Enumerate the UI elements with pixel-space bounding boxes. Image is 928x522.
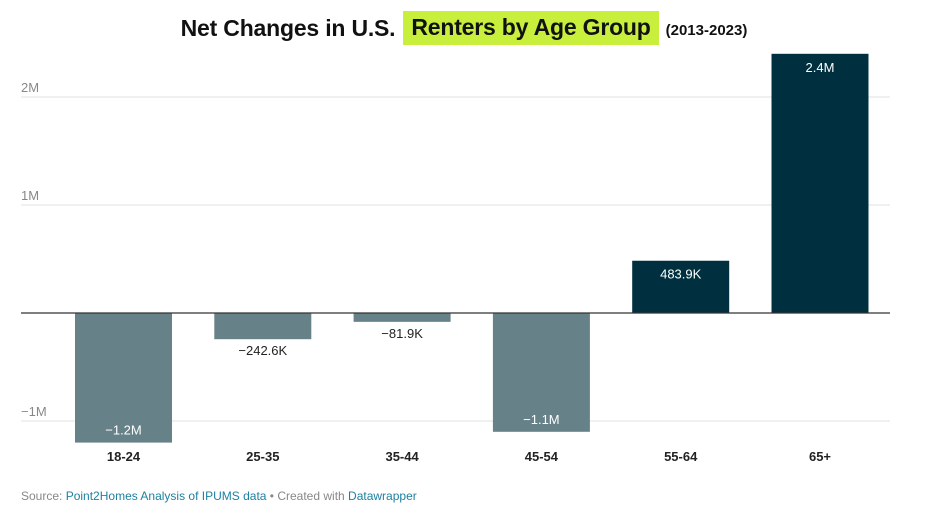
bar-35-44 <box>353 313 451 322</box>
title-main-text: Net Changes in U.S. <box>180 14 396 41</box>
datawrapper-link[interactable]: Datawrapper <box>348 489 417 503</box>
x-tick-label-25-35: 25-35 <box>246 449 279 464</box>
title-subtitle-text: (2013-2023) <box>665 21 748 39</box>
data-label-25-35: −242.6K <box>238 343 287 358</box>
data-label-45-54: −1.1M <box>523 412 560 427</box>
x-tick-label-35-44: 35-44 <box>385 449 419 464</box>
bar-45-54 <box>492 313 590 432</box>
bar-18-24 <box>75 313 172 443</box>
x-tick-label-18-24: 18-24 <box>107 449 141 464</box>
bars <box>75 53 869 443</box>
source-link[interactable]: Point2Homes Analysis of IPUMS data <box>65 489 267 503</box>
data-label-35-44: −81.9K <box>381 326 423 341</box>
y-tick-label-1: 1M <box>21 188 39 203</box>
y-tick-label-0: 2M <box>21 80 39 95</box>
x-tick-label-65+: 65+ <box>809 449 831 464</box>
x-tick-label-55-64: 55-64 <box>664 449 698 464</box>
bar-65+ <box>771 53 869 314</box>
data-label-65+: 2.4M <box>806 60 835 75</box>
chart-title: Net Changes in U.S. Renters by Age Group… <box>0 10 928 46</box>
bar-55-64 <box>632 260 730 313</box>
data-label-18-24: −1.2M <box>105 423 142 438</box>
data-labels: −1.2M −242.6K −81.9K −1.1M 483.9K 2.4M <box>105 60 834 438</box>
bar-25-35 <box>214 313 312 340</box>
title-highlight-text: Renters by Age Group <box>403 11 659 45</box>
x-tick-label-45-54: 45-54 <box>525 449 559 464</box>
x-axis-labels: 18-24 25-35 35-44 45-54 55-64 65+ <box>107 449 832 464</box>
data-label-55-64: 483.9K <box>660 267 702 282</box>
y-tick-label-2: −1M <box>21 404 47 419</box>
created-with-text: • Created with <box>266 489 349 503</box>
source-line: Source: Point2Homes Analysis of IPUMS da… <box>21 489 417 503</box>
source-prefix: Source: <box>21 489 66 503</box>
